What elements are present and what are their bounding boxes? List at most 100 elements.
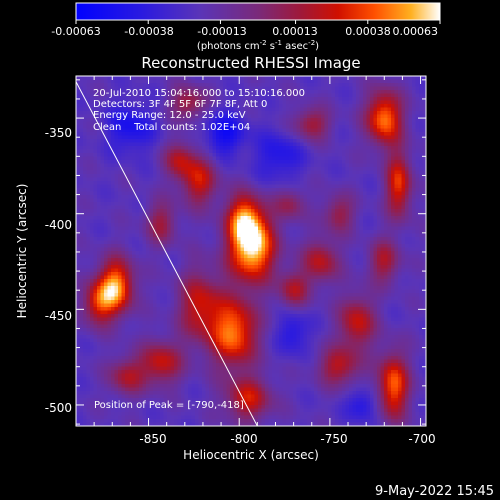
heatmap-cell [289,205,294,210]
heatmap-cell [86,237,91,241]
heatmap-cell [149,195,154,199]
heatmap-cell [163,202,168,206]
heatmap-cell [93,83,98,87]
heatmap-cell [97,125,101,129]
heatmap-cell [328,230,332,234]
heatmap-cell [209,135,213,140]
heatmap-cell [212,163,217,168]
heatmap-cell [377,177,381,182]
heatmap-cell [387,83,392,87]
heatmap-cell [258,128,262,133]
heatmap-cell [163,79,168,84]
heatmap-cell [335,240,339,245]
heatmap-cell [286,135,290,140]
heatmap-cell [328,153,332,157]
heatmap-cell [202,174,206,178]
heatmap-cell [107,153,112,157]
heatmap-cell [307,233,311,238]
heatmap-cell [398,132,402,136]
heatmap-cell [303,226,308,231]
heatmap-cell [83,156,87,161]
heatmap-cell [149,247,154,252]
heatmap-cell [398,149,402,154]
heatmap-cell [349,205,353,210]
heatmap-cell [174,198,178,203]
heatmap-cell [415,86,420,91]
heatmap-cell [93,226,98,231]
heatmap-cell [160,226,164,231]
heatmap-cell [324,156,329,161]
heatmap-cell [352,90,357,94]
heatmap-cell [412,170,416,175]
heatmap-cell [265,153,269,157]
heatmap-cell [240,230,245,234]
heatmap-cell [223,205,227,210]
heatmap-cell [163,100,168,105]
heatmap-cell [202,132,206,136]
heatmap-cell [128,100,133,105]
heatmap-cell [272,230,276,234]
heatmap-cell [377,156,381,161]
heatmap-cell [188,111,192,115]
heatmap-cell [401,174,406,178]
heatmap-cell [282,146,287,150]
heatmap-cell [100,223,105,227]
heatmap-cell [335,132,339,136]
heatmap-cell [132,191,136,196]
heatmap-cell [261,135,266,140]
heatmap-cell [391,223,395,227]
heatmap-cell [405,163,409,168]
heatmap-cell [167,240,171,245]
heatmap-cell [314,163,318,168]
heatmap-cell [223,104,227,108]
heatmap-cell [163,237,168,241]
heatmap-cell [125,230,129,234]
heatmap-cell [314,100,318,105]
heatmap-cell [254,118,259,122]
heatmap-cell [422,104,426,108]
heatmap-cell [191,83,196,87]
heatmap-cell [419,237,423,241]
heatmap-cell [233,146,238,150]
heatmap-cell [202,97,206,101]
heatmap-cell [331,100,336,105]
heatmap-cell [111,132,115,136]
heatmap-cell [247,135,252,140]
heatmap-cell [160,216,164,220]
heatmap-cell [121,167,126,171]
heatmap-cell [405,76,409,80]
heatmap-cell [149,135,154,140]
heatmap-cell [391,142,395,147]
heatmap-cell [174,219,178,224]
heatmap-cell [307,146,311,150]
heatmap-cell [349,142,353,147]
heatmap-cell [272,104,276,108]
heatmap-cell [331,114,336,119]
heatmap-cell [125,104,129,108]
heatmap-cell [107,205,112,210]
heatmap-cell [237,188,241,192]
heatmap-cell [107,226,112,231]
heatmap-cell [380,79,385,84]
heatmap-cell [139,233,143,238]
heatmap-cell [97,156,101,161]
heatmap-cell [261,209,266,213]
heatmap-cell [177,209,182,213]
heatmap-cell [321,181,325,185]
heatmap-cell [79,149,84,154]
heatmap-cell [195,100,199,105]
heatmap-cell [156,230,161,234]
heatmap-cell [345,76,350,80]
heatmap-cell [275,191,280,196]
heatmap-cell [352,174,357,178]
heatmap-cell [286,226,290,231]
heatmap-cell [156,233,161,238]
heatmap-cell [331,230,336,234]
heatmap-cell [328,139,332,143]
heatmap-cell [79,86,84,91]
heatmap-cell [419,167,423,171]
heatmap-cell [349,139,353,143]
heatmap-cell [282,188,287,192]
heatmap-cell [314,219,318,224]
heatmap-cell [272,83,276,87]
